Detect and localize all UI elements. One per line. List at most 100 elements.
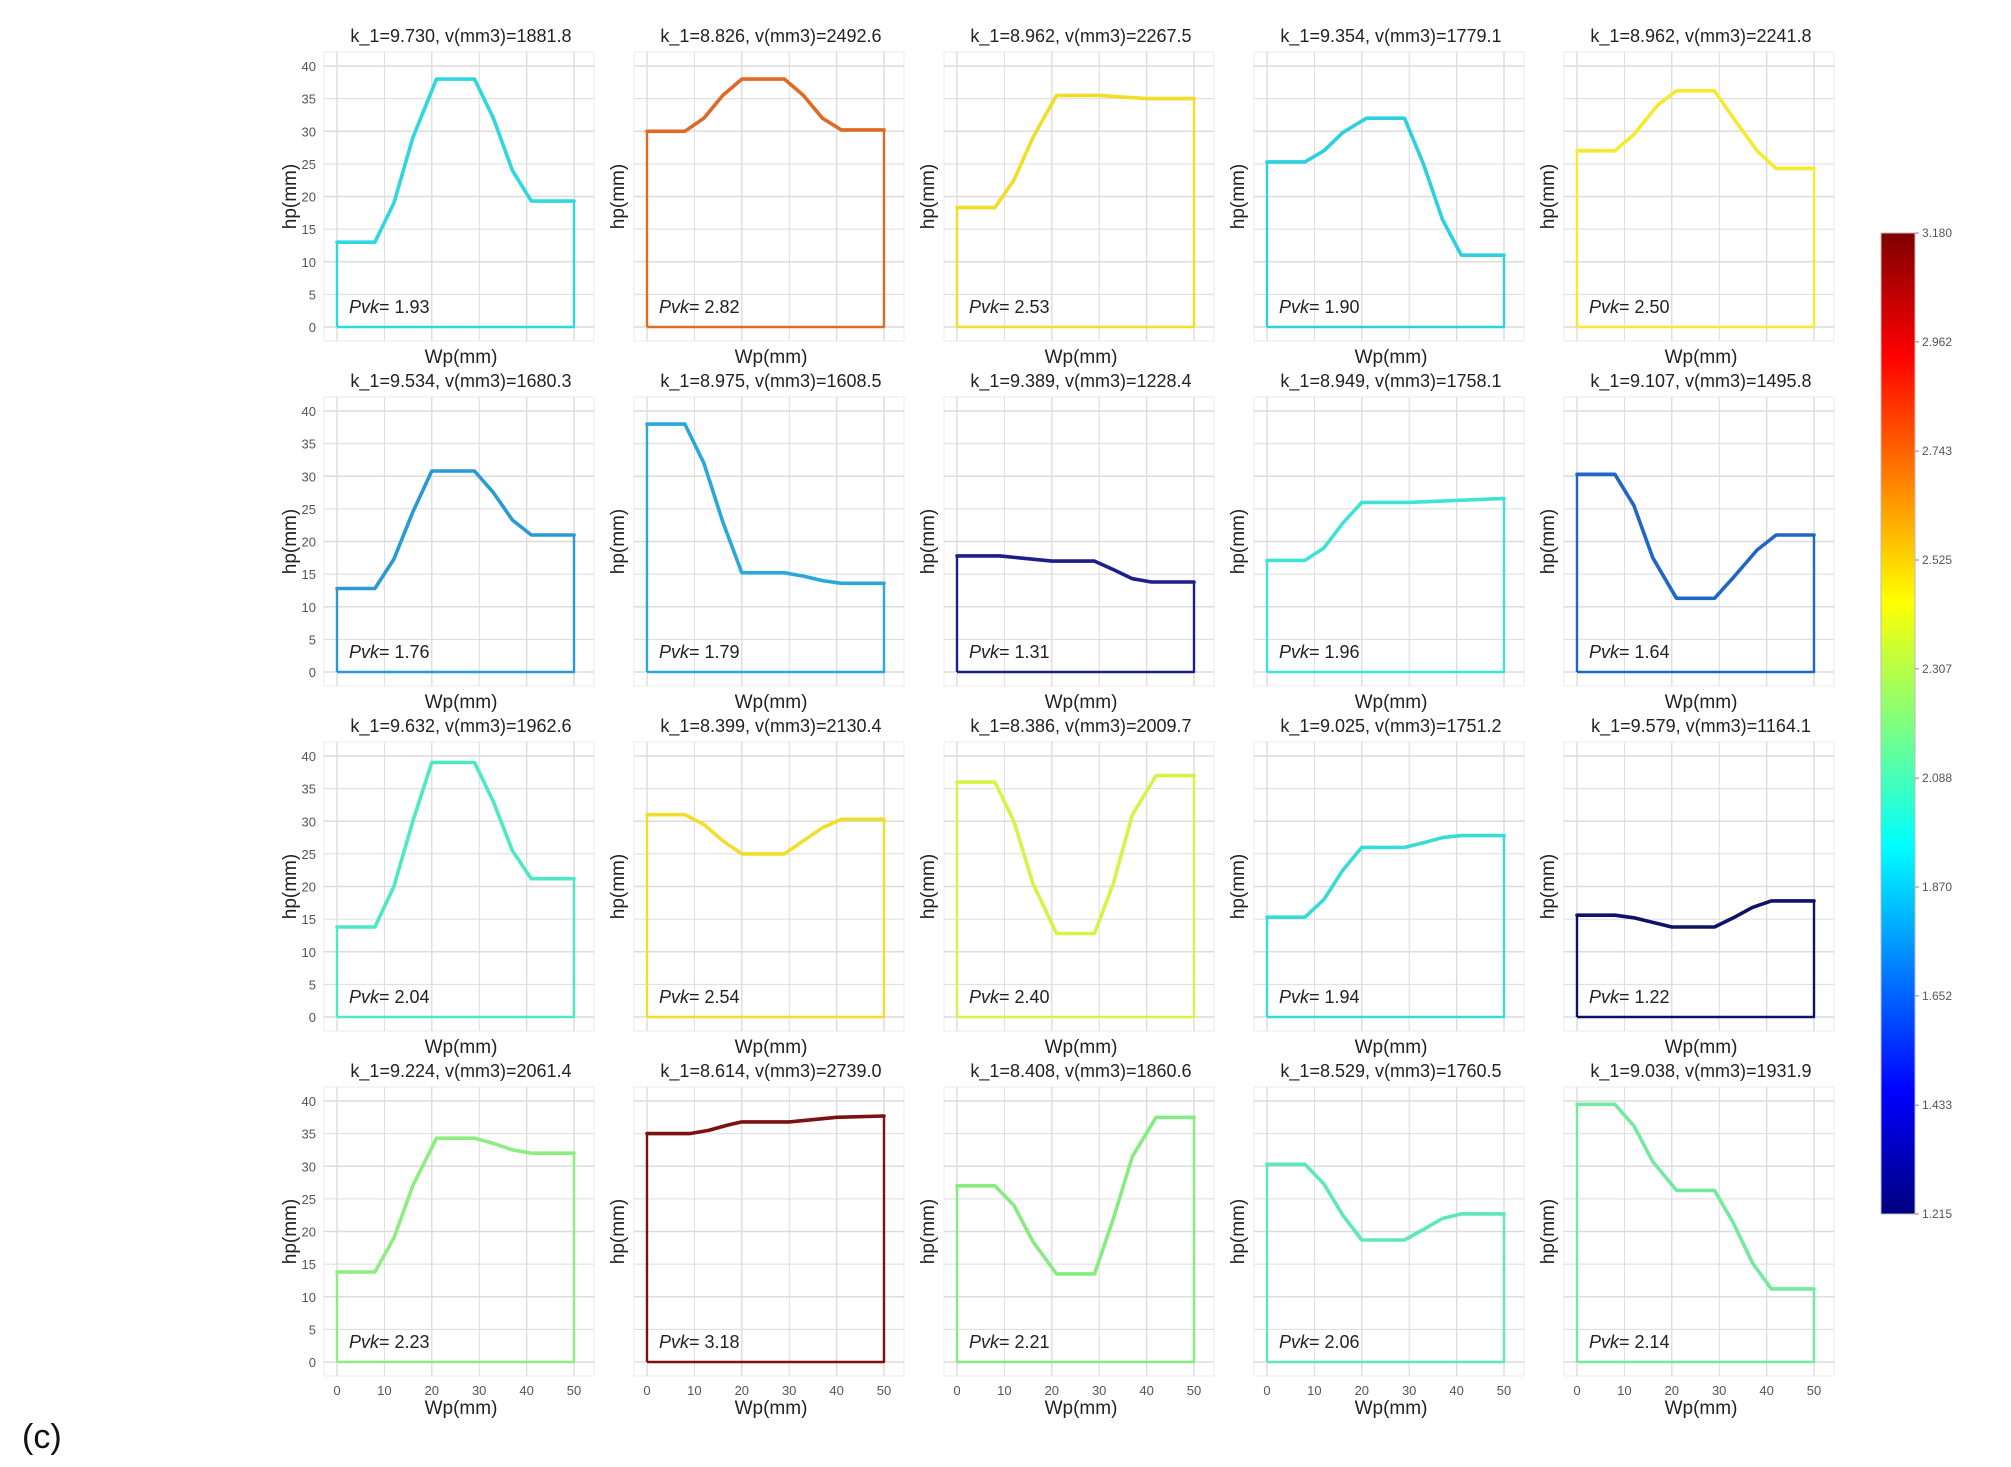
x-axis-label: Wp(mm) [735,347,808,368]
y-axis-label: hp(mm) [1538,164,1559,229]
profile-outline [645,814,886,1019]
y-tick-label: 35 [302,437,316,452]
profile-outline [1265,835,1506,1019]
y-tick-label: 40 [302,404,316,419]
pvk-annotation: Pvk= 2.21 [969,1332,1050,1352]
profile-line [335,469,576,591]
profile-line [335,77,576,244]
subplot-panel: k_1=8.949, v(mm3)=1758.1 Wp(mm) hp(mm) Pvk=… [1228,371,1525,713]
profile-line [1265,116,1506,257]
x-tick-label: 0 [1263,1383,1270,1398]
pvk-symbol: Pvk [349,642,380,662]
x-axis-label: Wp(mm) [1665,347,1738,368]
x-axis-label: Wp(mm) [735,1398,808,1419]
y-tick-label: 0 [309,1355,316,1370]
y-tick-label: 10 [302,255,316,270]
y-axis-label: hp(mm) [280,509,301,574]
pvk-annotation: Pvk= 1.94 [1279,987,1360,1007]
pvk-symbol: Pvk [659,297,690,317]
pvk-value: = 2.04 [379,987,430,1007]
y-axis-label: hp(mm) [1538,854,1559,919]
figure-label: (c) [22,1418,62,1456]
x-tick-label: 0 [953,1383,960,1398]
pvk-annotation: Pvk= 1.79 [659,642,740,662]
pvk-annotation: Pvk= 2.04 [349,987,430,1007]
profile-line [955,773,1196,936]
subplot-title: k_1=9.579, v(mm3)=1164.1 [1591,716,1811,737]
subplot-title: k_1=8.408, v(mm3)=1860.6 [970,1061,1191,1082]
colorbar-tick-label: 1.652 [1922,989,1952,1003]
profile-line [1265,833,1506,919]
x-tick-label: 20 [425,1383,439,1398]
profile-line [335,1136,576,1274]
pvk-value: = 1.31 [999,642,1050,662]
subplot-panel: k_1=8.386, v(mm3)=2009.7 Wp(mm) hp(mm) Pvk=… [918,716,1215,1058]
pvk-value: = 1.90 [1309,297,1360,317]
y-tick-label: 25 [302,157,316,172]
x-tick-label: 30 [1402,1383,1416,1398]
pvk-symbol: Pvk [1279,297,1310,317]
profile-line [1265,496,1506,563]
y-tick-label: 5 [309,1322,316,1337]
pvk-annotation: Pvk= 2.23 [349,1332,430,1352]
subplot-panel: k_1=9.579, v(mm3)=1164.1 Wp(mm) hp(mm) Pvk=… [1538,716,1835,1058]
pvk-annotation: Pvk= 1.22 [1589,987,1670,1007]
y-tick-label: 15 [302,912,316,927]
x-axis-label: Wp(mm) [425,347,498,368]
y-tick-label: 30 [302,469,316,484]
pvk-value: = 2.21 [999,1332,1050,1352]
y-tick-label: 35 [302,1127,316,1142]
y-axis-label: hp(mm) [608,164,629,229]
subplot-title: k_1=9.025, v(mm3)=1751.2 [1280,716,1501,737]
pvk-symbol: Pvk [969,642,1000,662]
x-tick-label: 10 [1307,1383,1321,1398]
subplot-panel: k_1=8.614, v(mm3)=2739.0 0 10 20 30 40 50 Wp(mm… [608,1061,905,1419]
x-axis-label: Wp(mm) [1665,1037,1738,1058]
pvk-value: = 3.18 [689,1332,740,1352]
pvk-value: = 2.23 [379,1332,430,1352]
pvk-value: = 1.94 [1309,987,1360,1007]
y-tick-label: 25 [302,502,316,517]
profile-outline [1265,498,1506,674]
x-tick-label: 10 [1617,1383,1631,1398]
profile-line [955,554,1196,584]
colorbar-tick-label: 2.962 [1922,335,1952,349]
pvk-symbol: Pvk [1589,297,1620,317]
pvk-symbol: Pvk [349,987,380,1007]
y-tick-label: 30 [302,1159,316,1174]
profile-outline [1575,150,1816,329]
y-tick-label: 25 [302,847,316,862]
y-axis-label: hp(mm) [1228,1199,1249,1264]
x-axis-label: Wp(mm) [1355,1037,1428,1058]
subplot-panel: k_1=9.224, v(mm3)=2061.4 0 5 10 15 20 25 30 35 40… [280,1061,595,1419]
x-tick-label: 20 [1045,1383,1059,1398]
colorbar-tick-label: 2.525 [1922,553,1952,567]
profile-outline [1265,161,1506,329]
pvk-annotation: Pvk= 2.54 [659,987,740,1007]
colorbar-bar [1880,232,1916,1215]
subplot-title: k_1=8.386, v(mm3)=2009.7 [970,716,1191,737]
pvk-annotation: Pvk= 2.50 [1589,297,1670,317]
x-tick-label: 40 [1139,1383,1153,1398]
subplot-title: k_1=9.632, v(mm3)=1962.6 [350,716,571,737]
y-axis-label: hp(mm) [1538,1199,1559,1264]
subplot-panel: k_1=9.038, v(mm3)=1931.9 0 10 20 30 40 50 Wp(mm… [1538,1061,1835,1419]
x-tick-label: 50 [1497,1383,1511,1398]
profile-outline [1575,1104,1816,1364]
subplot-title: k_1=8.399, v(mm3)=2130.4 [660,716,881,737]
subplot-panel: k_1=8.399, v(mm3)=2130.4 Wp(mm) hp(mm) Pvk=… [608,716,905,1058]
subplot-panel: k_1=9.632, v(mm3)=1962.6 0 5 10 15 20 25 30 35 40… [280,716,595,1058]
pvk-annotation: Pvk= 2.06 [1279,1332,1360,1352]
colorbar-tick-label: 2.743 [1922,444,1952,458]
x-axis-label: Wp(mm) [1665,1398,1738,1419]
x-tick-label: 0 [643,1383,650,1398]
profile-outline [645,129,886,329]
pvk-annotation: Pvk= 1.76 [349,642,430,662]
profile-line [955,1115,1196,1276]
pvk-value: = 2.53 [999,297,1050,317]
subplot-title: k_1=8.614, v(mm3)=2739.0 [660,1061,881,1082]
subplot-title: k_1=9.107, v(mm3)=1495.8 [1590,371,1811,392]
colorbar-tick-label: 1.870 [1922,880,1952,894]
subplot-panel: k_1=9.354, v(mm3)=1779.1 Wp(mm) hp(mm) Pvk=… [1228,26,1525,368]
y-tick-label: 35 [302,92,316,107]
